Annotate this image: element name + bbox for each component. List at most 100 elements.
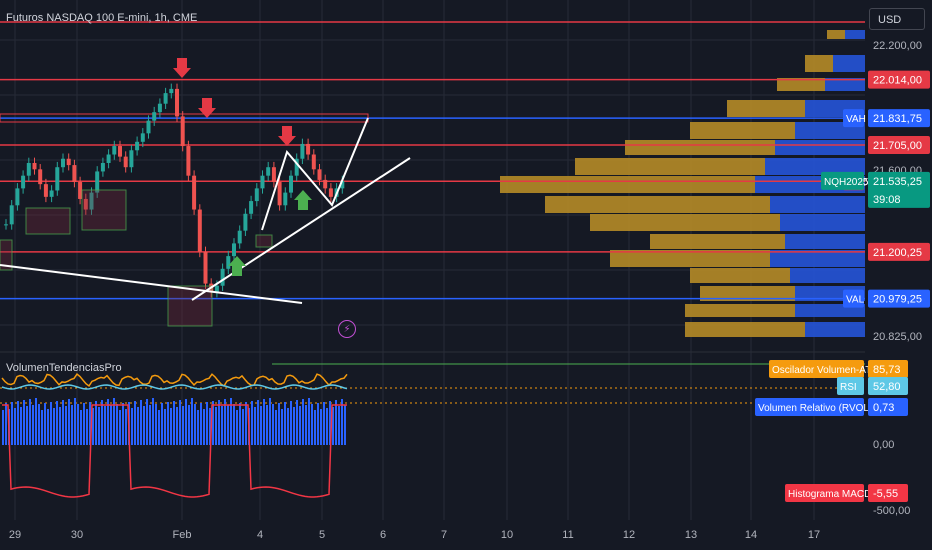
rvol-bar	[26, 406, 28, 445]
rvol-bar	[35, 398, 37, 445]
time-tick-label: 30	[71, 529, 83, 541]
candle-body	[306, 143, 311, 155]
rvol-bar	[278, 403, 280, 445]
rvol-bar	[224, 399, 226, 445]
rvol-bar	[53, 408, 55, 445]
rvol-bar	[185, 399, 187, 445]
rvol-bar	[68, 399, 70, 445]
rvol-bar	[299, 406, 301, 445]
price-tick-label: 22.200,00	[873, 40, 922, 52]
rvol-bar	[41, 410, 43, 445]
arrow-up-icon	[294, 190, 312, 210]
rvol-bar	[191, 398, 193, 445]
indicator-value-bg	[868, 377, 908, 395]
volume-profile	[500, 30, 865, 337]
rvol-bar	[296, 400, 298, 445]
indicator-tick-label: -500,00	[873, 505, 910, 517]
lightning-icon[interactable]: ⚡	[338, 320, 356, 338]
level-tag-bg	[843, 289, 864, 308]
rvol-bar	[209, 408, 211, 445]
profile-bar-gold	[690, 122, 795, 139]
rvol-bar	[146, 399, 148, 445]
candle-body	[78, 182, 83, 199]
price-level-label-bg	[868, 109, 930, 128]
rvol-bar	[215, 407, 217, 445]
indicator-name-bg	[769, 360, 864, 378]
profile-bar-gold	[575, 158, 765, 175]
oscillator-line	[1, 372, 348, 388]
candle-body	[89, 192, 94, 210]
profile-bar-blue	[770, 196, 865, 213]
rvol-bar	[323, 402, 325, 445]
rvol-bar	[335, 400, 337, 445]
rvol-bar	[287, 408, 289, 445]
profile-bar-gold	[690, 268, 790, 283]
profile-bar-blue	[775, 140, 865, 155]
time-tick-label: 29	[9, 529, 21, 541]
rvol-bar	[182, 406, 184, 445]
time-tick-label: 4	[257, 529, 263, 541]
rvol-bar	[92, 408, 94, 445]
candle-body	[72, 165, 77, 183]
candle-body	[112, 146, 117, 155]
rvol-bar	[194, 404, 196, 445]
rvol-bar	[308, 398, 310, 445]
profile-bar-blue	[765, 158, 865, 175]
rvol-bar	[338, 406, 340, 445]
rvol-bar	[56, 401, 58, 445]
candle-body	[66, 158, 71, 166]
rvol-bar	[62, 400, 64, 445]
rvol-bar	[293, 407, 295, 445]
rvol-bar	[164, 409, 166, 445]
level-tag: VAL	[846, 295, 865, 306]
drawings	[0, 58, 411, 327]
candle-body	[232, 243, 236, 257]
order-block-zone	[81, 189, 127, 231]
rvol-bar	[116, 404, 118, 445]
rvol-bar	[158, 410, 160, 445]
price-level-label-bg	[868, 289, 930, 308]
indicator-value-bg	[868, 398, 908, 416]
price-level-label: 20.979,25	[873, 294, 922, 306]
profile-bar-blue	[770, 250, 865, 267]
rvol-bar	[317, 403, 319, 445]
rvol-bar	[152, 398, 154, 445]
rvol-bar	[251, 401, 253, 445]
candle-body	[277, 182, 282, 206]
rvol-bar	[32, 405, 34, 445]
indicator-value: 0,73	[873, 402, 894, 414]
rvol-bar	[212, 401, 214, 445]
candle-body	[83, 198, 88, 210]
candle-body	[15, 188, 20, 206]
rvol-bar	[86, 409, 88, 445]
currency-button[interactable]: USD	[869, 8, 925, 30]
profile-bar-gold	[727, 100, 805, 117]
candle-body	[226, 256, 231, 269]
rvol-bar	[320, 409, 322, 445]
rvol-bar	[38, 404, 40, 445]
rvol-bar	[254, 407, 256, 445]
rvol-bar	[176, 407, 178, 445]
candle-body	[146, 120, 151, 134]
rvol-bar	[149, 405, 151, 445]
profile-bar-gold	[685, 304, 795, 317]
rvol-bar	[131, 408, 133, 445]
rvol-bar	[227, 405, 229, 445]
indicator-title[interactable]: VolumenTendenciasPro	[6, 362, 122, 374]
rvol-bar	[311, 404, 313, 445]
candle-body	[135, 141, 140, 151]
indicator-name: Histograma MACD	[788, 489, 871, 500]
candle-body	[289, 175, 293, 193]
profile-bar-blue	[833, 55, 865, 72]
profile-bar-blue	[825, 78, 865, 91]
time-tick-label: 12	[623, 529, 635, 541]
rvol-bar	[2, 410, 4, 445]
candle-body	[169, 88, 174, 94]
indicator-name-bg	[837, 377, 864, 395]
candle-body	[95, 171, 100, 193]
candle-body	[300, 143, 305, 159]
price-level-label: 21.831,75	[873, 113, 922, 125]
rvol-bar	[137, 407, 139, 445]
time-tick-label: 17	[808, 529, 820, 541]
